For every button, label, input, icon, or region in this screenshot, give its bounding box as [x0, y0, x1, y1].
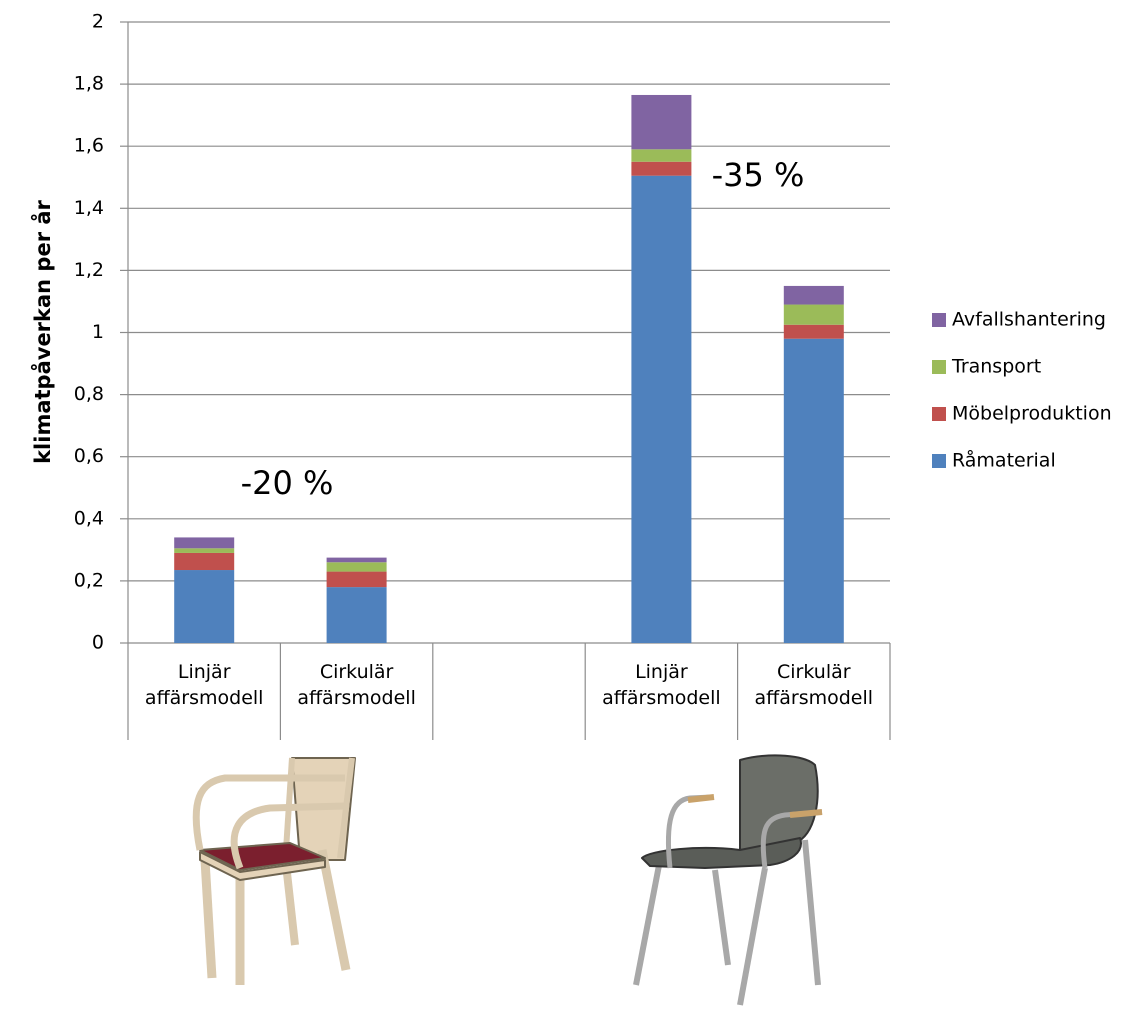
- legend-label: Möbelproduktion: [952, 403, 1112, 425]
- bar-segment: [174, 552, 235, 571]
- chair-wood-illustration: [192, 757, 356, 985]
- bar-segment: [326, 587, 387, 643]
- bar-segment: [783, 304, 844, 325]
- legend-label: Råmaterial: [952, 449, 1056, 472]
- legend-swatch: [932, 360, 946, 374]
- y-tick-label: 1,8: [74, 73, 104, 95]
- y-axis-label: klimatpåverkan per år: [30, 199, 55, 463]
- y-tick-label: 0,6: [74, 445, 104, 467]
- bar-segment: [783, 324, 844, 339]
- bar-segment: [783, 285, 844, 305]
- annotation: -20 %: [241, 464, 334, 502]
- legend-label: Avfallshantering: [952, 309, 1106, 331]
- legend-swatch: [932, 454, 946, 468]
- x-tick-label: Cirkulär affärsmodell: [754, 661, 874, 709]
- x-tick-label: Linjär affärsmodell: [602, 661, 721, 709]
- bar-segment: [326, 557, 387, 563]
- legend-swatch: [932, 407, 946, 421]
- y-tick-label: 0,4: [74, 507, 104, 529]
- bar-segment: [631, 149, 692, 162]
- bar-segment: [326, 571, 387, 588]
- y-tick-label: 2: [92, 11, 104, 33]
- annotation: -35 %: [712, 156, 805, 194]
- x-tick-label: Cirkulär affärsmodell: [297, 661, 416, 709]
- bar-segment: [631, 161, 692, 176]
- legend-label: Transport: [951, 356, 1041, 378]
- y-tick-label: 1,2: [74, 259, 104, 281]
- y-tick-label: 1,4: [74, 197, 104, 219]
- y-tick-label: 0: [92, 632, 104, 654]
- y-tick-label: 0,2: [74, 569, 104, 591]
- bar-segment: [631, 175, 692, 643]
- x-tick-label: Linjär affärsmodell: [144, 661, 264, 709]
- y-tick-label: 1: [92, 321, 104, 343]
- bar-segment: [631, 94, 692, 150]
- y-tick-label: 0,8: [74, 383, 104, 405]
- bar-segment: [783, 338, 844, 643]
- y-tick-label: 1,6: [74, 135, 104, 157]
- chair-grey-illustration: [633, 754, 823, 1006]
- bar-segment: [174, 548, 235, 553]
- bar-segment: [326, 562, 387, 572]
- legend-swatch: [932, 313, 946, 327]
- bar-segment: [174, 570, 235, 643]
- bar-segment: [174, 537, 235, 549]
